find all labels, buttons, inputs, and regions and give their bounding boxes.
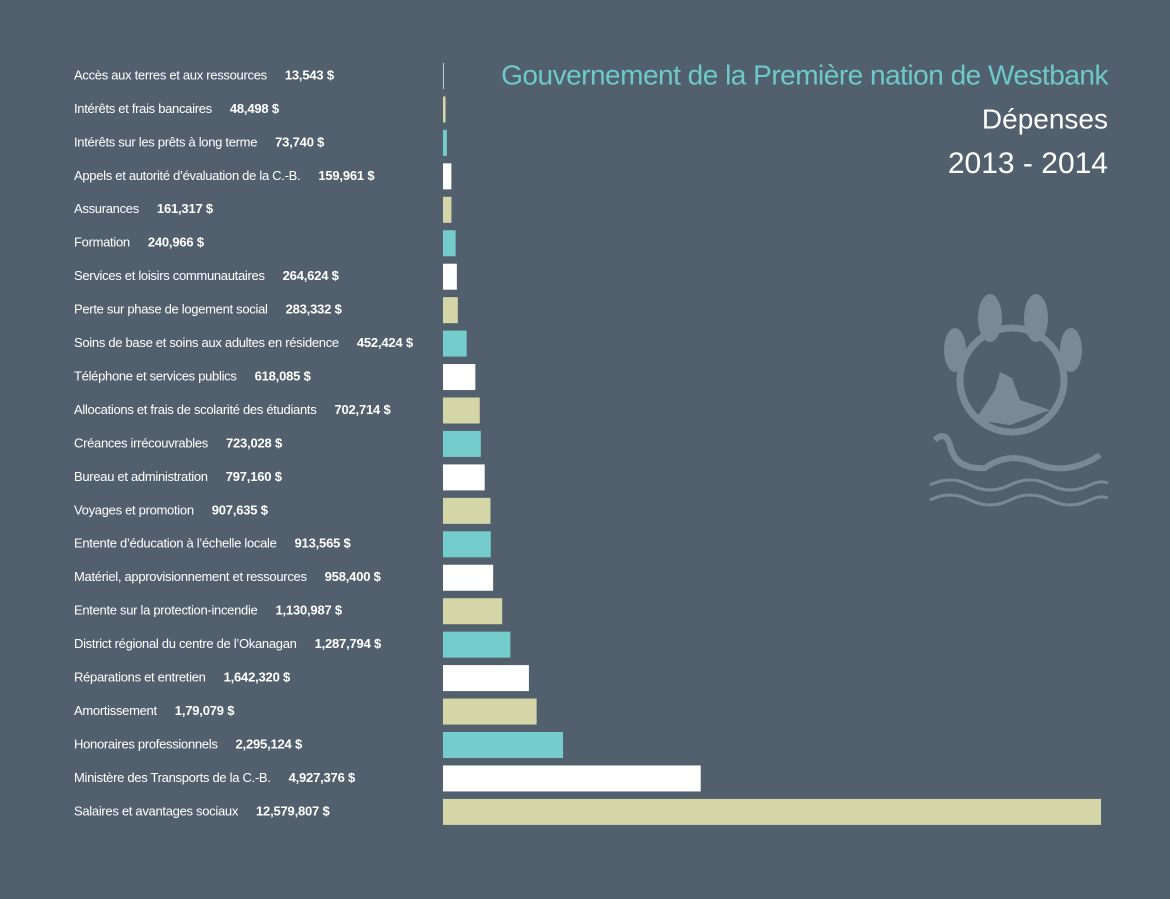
- value-label: 2,295,124 $: [236, 736, 303, 751]
- bar: [443, 665, 529, 692]
- category-label: Amortissement: [74, 703, 157, 718]
- category-label: Services et loisirs communautaires: [74, 268, 265, 283]
- value-label: 907,635 $: [212, 502, 269, 517]
- category-label: Perte sur phase de logement social: [74, 302, 268, 317]
- value-label: 913,565 $: [295, 536, 352, 551]
- category-label: Allocations et frais de scolarité des ét…: [74, 402, 317, 417]
- bar: [443, 531, 491, 558]
- value-label: 159,961 $: [318, 168, 375, 183]
- bar: [443, 732, 564, 758]
- value-label: 240,966 $: [148, 235, 205, 250]
- chart-subtitle: Dépenses: [982, 103, 1108, 134]
- chart-title: Gouvernement de la Première nation de We…: [501, 59, 1109, 90]
- category-label: Salaires et avantages sociaux: [74, 803, 239, 818]
- value-label: 1,642,320 $: [224, 670, 291, 685]
- bar: [443, 798, 1101, 825]
- bar: [443, 163, 452, 190]
- category-label: Voyages et promotion: [74, 502, 194, 517]
- category-label: Intérêts sur les prêts à long terme: [74, 134, 257, 149]
- value-label: 283,332 $: [286, 302, 343, 317]
- value-label: 618,085 $: [255, 368, 312, 383]
- category-label: Entente sur la protection-incendie: [74, 603, 258, 618]
- value-label: 1,79,079 $: [175, 703, 235, 718]
- value-label: 958,400 $: [325, 569, 382, 584]
- value-label: 452,424 $: [357, 335, 414, 350]
- value-label: 702,714 $: [334, 402, 391, 417]
- category-label: Intérêts et frais bancaires: [74, 101, 213, 116]
- bar: [443, 196, 452, 223]
- category-label: Créances irrécouvrables: [74, 435, 209, 450]
- category-label: Accès aux terres et aux ressources: [74, 67, 268, 82]
- value-label: 1,130,987 $: [275, 603, 342, 618]
- category-label: Honoraires professionnels: [74, 736, 218, 751]
- category-label: Soins de base et soins aux adultes en ré…: [74, 335, 339, 350]
- value-label: 4,927,376 $: [289, 770, 356, 785]
- bar: [443, 765, 701, 792]
- value-label: 48,498 $: [230, 101, 280, 116]
- value-label: 12,579,807 $: [256, 803, 330, 818]
- value-label: 797,160 $: [226, 469, 283, 484]
- bar: [443, 297, 458, 324]
- bar: [443, 330, 467, 357]
- bar: [443, 598, 503, 625]
- bar: [443, 564, 494, 591]
- bar: [443, 631, 511, 658]
- category-label: District régional du centre de l’Okanaga…: [74, 636, 297, 651]
- value-label: 264,624 $: [283, 268, 340, 283]
- value-label: 13,543 $: [285, 67, 335, 82]
- category-label: Réparations et entretien: [74, 670, 206, 685]
- bar: [443, 397, 480, 424]
- category-label: Assurances: [74, 201, 140, 216]
- bar: [443, 263, 457, 290]
- bar: [443, 430, 481, 457]
- bar: [443, 96, 446, 123]
- category-label: Bureau et administration: [74, 469, 208, 484]
- logo: [929, 294, 1109, 507]
- bar: [443, 464, 485, 491]
- value-label: 1,287,794 $: [315, 636, 382, 651]
- category-label: Matériel, approvisionnement et ressource…: [74, 569, 307, 584]
- bar: [443, 497, 491, 524]
- bar: [443, 364, 476, 391]
- category-label: Entente d’éducation à l’échelle locale: [74, 536, 277, 551]
- bar: [443, 230, 456, 257]
- value-label: 73,740 $: [275, 134, 325, 149]
- category-label: Téléphone et services publics: [74, 368, 237, 383]
- category-label: Appels et autorité d’évaluation de la C.…: [74, 168, 300, 183]
- bar: [443, 698, 537, 725]
- category-label: Formation: [74, 235, 130, 250]
- chart-period: 2013 - 2014: [948, 147, 1108, 180]
- category-label: Ministère des Transports de la C.-B.: [74, 770, 271, 785]
- bar: [443, 129, 447, 156]
- value-label: 723,028 $: [226, 435, 283, 450]
- bar: [443, 63, 444, 89]
- value-label: 161,317 $: [157, 201, 214, 216]
